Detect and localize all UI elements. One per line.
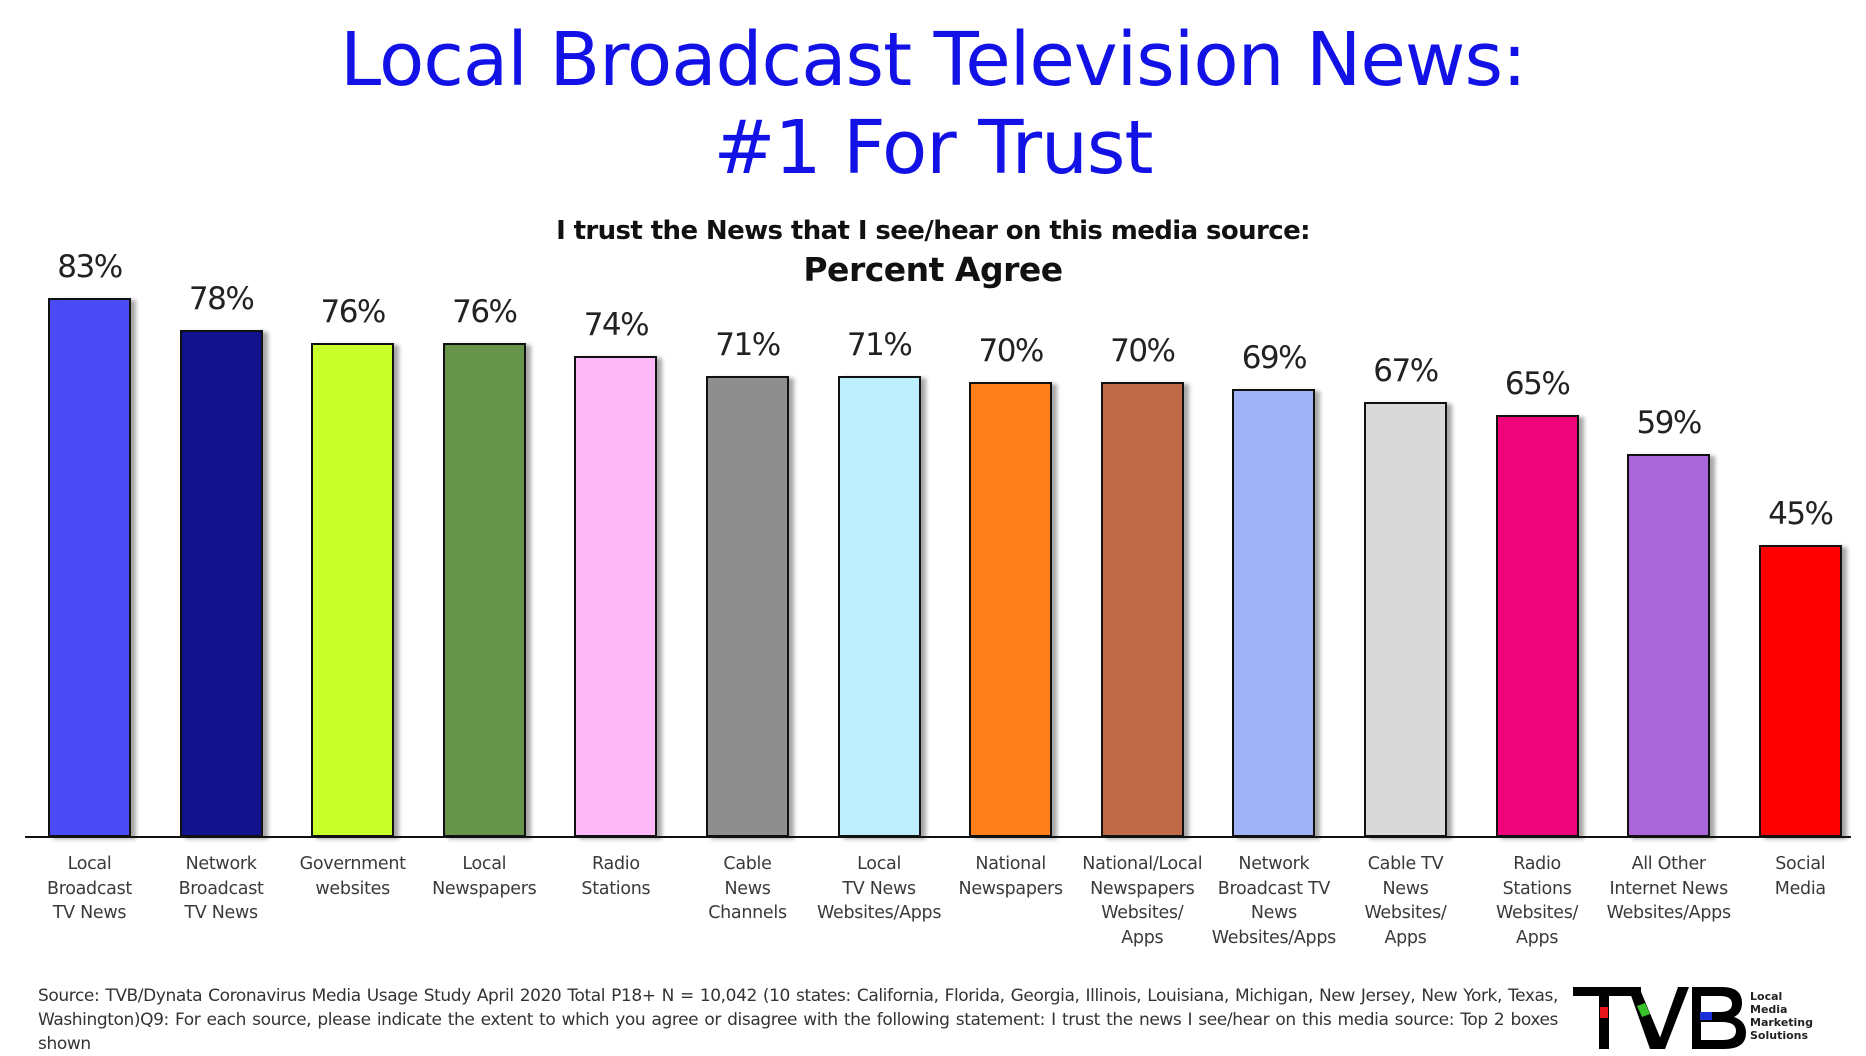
category-label-line: Websites/ (1101, 903, 1184, 923)
category-label-line: TV News (842, 878, 916, 899)
bar (1232, 388, 1316, 837)
value-label: 76% (452, 294, 518, 330)
category-label-line: Internet News (1609, 878, 1728, 899)
category-label-line: Newspapers (1090, 878, 1195, 899)
category-label-line: Apps (1121, 927, 1164, 948)
value-label: 59% (1636, 404, 1702, 441)
category-label-line: Government (299, 854, 406, 874)
value-label: 74% (583, 307, 650, 343)
category-label: Local TV News Websites/Apps (811, 852, 947, 926)
category-label: All Other Internet News Websites/Apps (1601, 852, 1737, 926)
category-label-line: Broadcast (47, 878, 132, 899)
source-footnote: Source: TVB/Dynata Coronavirus Media Usa… (38, 986, 1558, 1054)
bar (1758, 544, 1842, 837)
bar (1100, 382, 1184, 837)
category-label: Social Media (1732, 852, 1866, 901)
category-label-line: News (1250, 903, 1297, 923)
bar (1627, 453, 1711, 837)
tagline-line: Solutions (1750, 1029, 1809, 1042)
bar (574, 356, 658, 837)
category-label-line: Websites/Apps (1606, 903, 1731, 923)
category-label-line: Channels (708, 903, 787, 923)
category-label-line: Broadcast TV (1217, 878, 1331, 899)
category-label: Local Newspapers (416, 852, 552, 901)
category-label-line: Local (67, 854, 112, 874)
value-label: 70% (978, 333, 1044, 369)
category-label-line: News (1382, 878, 1429, 899)
category-label-line: Network (185, 854, 257, 874)
bar (969, 382, 1053, 837)
category-label-line: Cable TV (1367, 854, 1444, 874)
category-label-line: Apps (1384, 927, 1427, 948)
value-label: 83% (57, 248, 123, 285)
value-label: 65% (1504, 365, 1571, 402)
category-label-line: TV News (184, 903, 258, 923)
category-label-line: Websites/Apps (817, 903, 942, 923)
category-label-line: Cable (723, 854, 772, 874)
category-label-line: Radio (1513, 854, 1561, 874)
value-label: 69% (1241, 339, 1308, 376)
bar (442, 343, 526, 837)
category-label-line: All Other (1631, 854, 1707, 874)
bar (1364, 401, 1447, 837)
category-label: Radio Stations Websites/Apps (1469, 852, 1605, 950)
category-label-line: Local (462, 854, 507, 874)
category-label-line: Radio (592, 854, 640, 874)
value-label: 67% (1373, 352, 1439, 389)
category-label-line: Social (1775, 854, 1826, 874)
category-label-line: TV News (52, 903, 127, 923)
category-label-line: Network (1238, 854, 1310, 874)
category-label: Cable TV News Websites/Apps (1338, 852, 1474, 950)
category-label-line: Apps (1516, 927, 1559, 948)
chart-title-line-2: #1 For Trust (713, 105, 1154, 191)
category-label-line: websites (315, 878, 390, 899)
category-label: Cable News Channels (680, 852, 816, 926)
category-label-line: Stations (1502, 878, 1572, 899)
category-label-line: National (975, 854, 1046, 874)
category-label-line: Newspapers (958, 878, 1064, 899)
value-label: 70% (1110, 333, 1176, 369)
value-label: 45% (1768, 495, 1834, 532)
category-label: Network Broadcast TV News (153, 852, 289, 926)
tagline-line: Marketing (1750, 1016, 1814, 1029)
category-label-line: National/Local (1082, 854, 1203, 874)
bar (311, 343, 395, 837)
tvb-logo-tagline: Local Media Marketing Solutions (1750, 990, 1813, 1042)
category-label-line: Media (1774, 878, 1826, 899)
category-label-line: Stations (581, 878, 651, 899)
category-label-line: Websites/ (1496, 903, 1579, 923)
category-label: National/Local Newspapers Websites/Apps (1074, 852, 1210, 950)
bar (1495, 414, 1579, 837)
category-label-line: Websites/ (1364, 903, 1447, 923)
category-label-line: News (724, 878, 771, 899)
bar (837, 375, 921, 837)
category-label: National Newspapers (943, 852, 1079, 901)
value-label: 71% (715, 326, 781, 363)
x-axis-line (25, 836, 1851, 838)
tvb-logo-icon (1573, 987, 1746, 1049)
chart-subtitle: I trust the News that I see/hear on this… (556, 216, 1310, 246)
chart-title-line-1: Local Broadcast Television News: (340, 17, 1527, 103)
value-label: 71% (846, 326, 913, 363)
category-label: Local Broadcast TV News (22, 852, 158, 926)
category-label-line: Broadcast (178, 878, 264, 899)
value-label: 76% (320, 294, 386, 330)
tagline-line: Media (1750, 1003, 1788, 1016)
value-label: 78% (188, 281, 255, 317)
category-label-line: Websites/Apps (1211, 927, 1336, 948)
category-label-line: Local (857, 854, 902, 874)
category-label: Radio Stations (548, 852, 684, 901)
bar (48, 297, 131, 837)
chart-ylabel: Percent Agree (803, 250, 1063, 289)
bar (706, 375, 789, 837)
tagline-line: Local (1750, 990, 1783, 1003)
category-label-line: Newspapers (432, 878, 537, 899)
category-label: Network Broadcast TV News Websites/Apps (1206, 852, 1342, 950)
category-label: Government websites (285, 852, 421, 901)
bar (179, 330, 263, 837)
